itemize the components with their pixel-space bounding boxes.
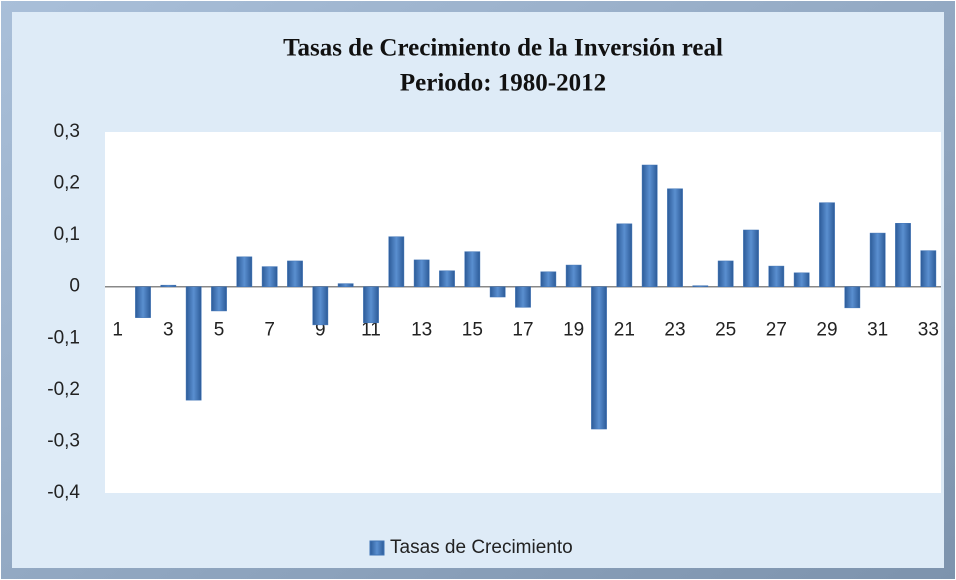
x-tick-label: 9 xyxy=(315,320,326,341)
x-tick-label: 15 xyxy=(462,320,483,341)
bar xyxy=(312,286,329,326)
bar xyxy=(515,286,531,308)
x-tick-label: 3 xyxy=(163,320,174,341)
bar xyxy=(641,164,658,287)
x-tick-label: 17 xyxy=(512,320,533,341)
bar xyxy=(439,270,455,287)
x-tick-label: 7 xyxy=(264,320,275,341)
bar xyxy=(540,271,557,287)
y-tick-label: -0,3 xyxy=(47,430,80,451)
x-tick-label: 31 xyxy=(867,320,888,341)
bar xyxy=(743,229,759,287)
bar xyxy=(591,286,607,430)
y-tick-label: 0,3 xyxy=(54,121,80,142)
y-tick-label: -0,4 xyxy=(47,482,80,503)
x-tick-label: 29 xyxy=(816,320,837,341)
bar xyxy=(185,286,202,401)
legend-swatch xyxy=(369,540,385,556)
bar xyxy=(388,236,405,287)
x-tick-label: 19 xyxy=(563,320,584,341)
bar xyxy=(793,272,810,287)
y-tick-label: 0,1 xyxy=(54,224,80,245)
y-tick-label: -0,1 xyxy=(47,327,80,348)
x-tick-label: 25 xyxy=(715,320,736,341)
bar xyxy=(363,286,379,324)
bar xyxy=(895,223,911,287)
x-tick-label: 21 xyxy=(614,320,635,341)
plot-area xyxy=(105,132,941,493)
bar xyxy=(616,223,633,287)
bar xyxy=(819,202,835,287)
bar xyxy=(261,266,278,287)
bar xyxy=(717,260,734,287)
bar xyxy=(869,232,886,287)
chart-subtitle: Periodo: 1980-2012 xyxy=(400,70,606,97)
y-tick-label: 0 xyxy=(69,276,80,297)
x-tick-label: 1 xyxy=(112,320,123,341)
bar xyxy=(692,285,709,287)
chart-title: Tasas de Crecimiento de la Inversión rea… xyxy=(283,35,723,62)
bar xyxy=(135,286,151,318)
bar xyxy=(768,265,785,287)
x-tick-label: 23 xyxy=(664,320,685,341)
x-tick-label: 5 xyxy=(214,320,225,341)
bar xyxy=(211,286,227,312)
bar xyxy=(565,264,582,287)
x-tick-label: 13 xyxy=(411,320,432,341)
bar xyxy=(920,250,937,287)
x-tick-label: 33 xyxy=(918,320,939,341)
bar xyxy=(489,286,506,298)
bar xyxy=(667,188,683,287)
bar xyxy=(464,251,481,287)
bar xyxy=(844,286,861,309)
bar xyxy=(287,260,303,287)
bar xyxy=(413,259,430,287)
y-tick-label: -0,2 xyxy=(47,379,80,400)
bar xyxy=(236,256,253,287)
legend-label: Tasas de Crecimiento xyxy=(390,537,573,558)
bar xyxy=(337,283,354,287)
y-tick-label: 0,2 xyxy=(54,173,80,194)
x-tick-label: 11 xyxy=(361,320,381,341)
x-tick-label: 27 xyxy=(766,320,787,341)
bar xyxy=(160,284,177,287)
